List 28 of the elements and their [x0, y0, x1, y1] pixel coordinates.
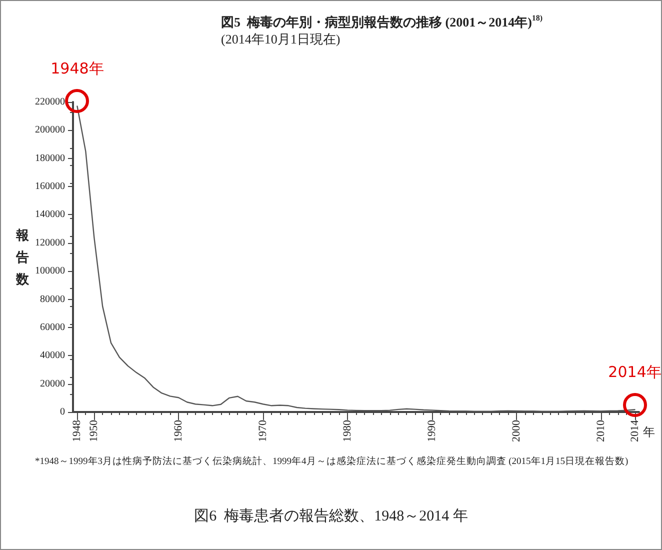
caption: 図6 梅毒患者の報告総数、1948～2014 年: [194, 508, 468, 524]
y-tick-label: 140000: [35, 209, 65, 220]
y-tick-label: 220000: [35, 96, 65, 108]
x-tick-label: 1950: [88, 420, 100, 442]
y-tick-label: 80000: [40, 294, 65, 305]
y-tick-label: 20000: [40, 378, 65, 390]
x-tick-label: 1960: [172, 420, 185, 442]
y-tick-label: 100000: [35, 266, 65, 277]
text: *1948～1999年3月は性病予防法に基づく伝染病統計、1999年4月～は感染症法に基づく感染症発生動向調査 (2015年1月15日現在報告数): [35, 455, 628, 467]
y-tick-label: 160000: [35, 181, 65, 192]
y-tick-label: 180000: [35, 152, 65, 164]
x-tick-label: 1970: [257, 420, 270, 442]
annotation: 1948年: [50, 60, 104, 78]
x-axis-title: 年: [643, 425, 656, 439]
y-tick-label: 40000: [40, 350, 65, 362]
y-tick-label: 120000: [35, 237, 65, 248]
x-tick-label: 2010: [594, 420, 607, 442]
y-tick-label: 200000: [35, 124, 65, 136]
x-tick-label: 1990: [426, 420, 438, 442]
y-tick-label: 0: [60, 406, 65, 418]
x-tick-label: 1980: [342, 420, 354, 442]
x-tick-label: 1948: [71, 420, 84, 442]
x-tick-label: 2000: [510, 420, 523, 442]
y-axis-title: 報告数: [15, 228, 30, 286]
annotation: 2014年: [608, 363, 662, 382]
x-tick-label: 2014: [628, 420, 641, 442]
chart-subtitle: (2014年10月1日現在): [221, 32, 340, 46]
y-tick-label: 60000: [40, 322, 65, 333]
